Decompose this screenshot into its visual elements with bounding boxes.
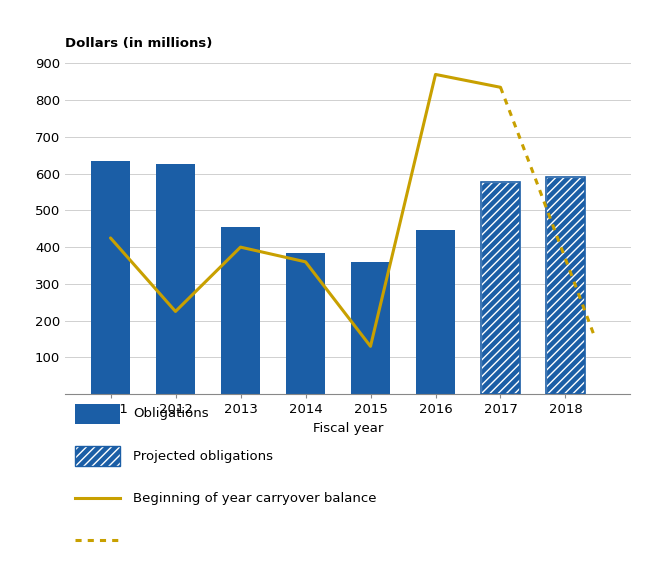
Bar [221, 227, 260, 394]
Text: Beginning of year carryover balance: Beginning of year carryover balance [133, 491, 377, 505]
Bar [416, 230, 455, 394]
Bar [351, 262, 390, 394]
Bar [481, 182, 520, 394]
Text: Dollars (in millions): Dollars (in millions) [65, 37, 213, 50]
Bar [546, 177, 585, 394]
Bar [481, 182, 520, 394]
Bar [546, 177, 585, 394]
Bar [156, 164, 195, 394]
Bar [286, 253, 325, 394]
Bar [91, 161, 130, 394]
X-axis label: Fiscal year: Fiscal year [313, 422, 383, 435]
Text: Obligations: Obligations [133, 407, 209, 421]
Text: Projected obligations: Projected obligations [133, 449, 273, 463]
